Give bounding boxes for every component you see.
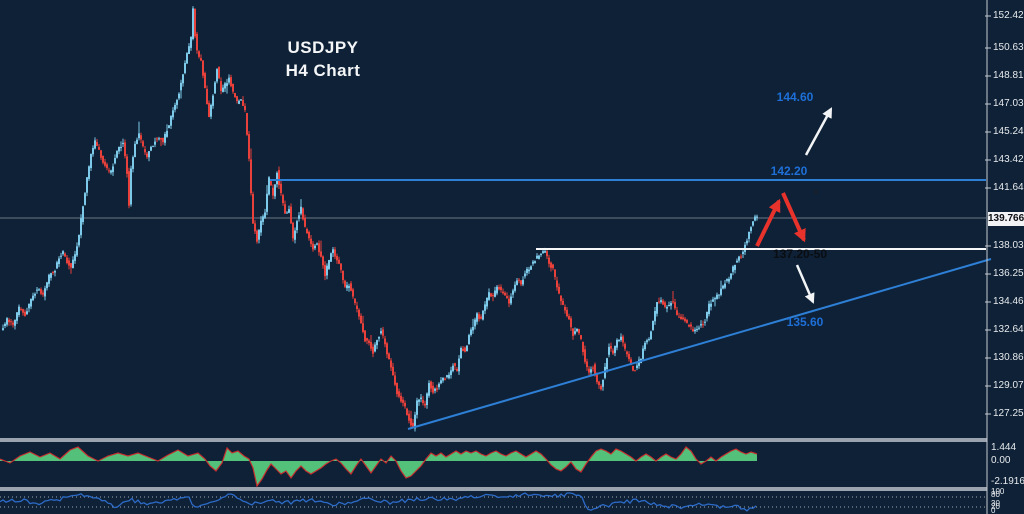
price-tick-label: 141.640 — [993, 182, 1024, 193]
price-tick-label: 127.255 — [993, 408, 1024, 419]
panel-separator-1 — [0, 438, 987, 442]
oscillator-low-label: -2.1916 — [991, 476, 1024, 487]
current-price-badge: 139.766 — [988, 212, 1024, 226]
price-tick-label: 138.035 — [993, 240, 1024, 251]
red-down-arrow[interactable] — [781, 192, 806, 243]
stochastic-panel — [0, 492, 987, 512]
support-zone-label: 137.20-50 — [772, 247, 828, 261]
price-tick-label: 130.860 — [993, 352, 1024, 363]
price-tick-label: 152.420 — [993, 10, 1024, 21]
axis-ticks — [985, 15, 991, 415]
stochastic-level-label: 80 — [991, 490, 1000, 499]
price-tick-label: 143.425 — [993, 154, 1024, 165]
panel-separator-2 — [0, 487, 987, 491]
stochastic-level-label: 0 — [991, 506, 996, 514]
red-up-arrow[interactable] — [755, 198, 781, 247]
price-tick-label: 145.245 — [993, 126, 1024, 137]
price-tick-label: 136.250 — [993, 268, 1024, 279]
stochastic-level-label: 30 — [991, 499, 1000, 508]
chart-timeframe: H4 Chart — [285, 61, 361, 80]
oscillator-zero-label: 0.00 — [991, 455, 1011, 466]
chart-marker-dot — [814, 190, 818, 194]
resistance-level-label: 142.20 — [770, 164, 808, 178]
upside-target-label: 144.60 — [776, 90, 814, 104]
price-tick-label: 129.075 — [993, 380, 1024, 391]
price-tick-label: 132.645 — [993, 324, 1024, 335]
stochastic-level-label: 100 — [991, 487, 1005, 496]
price-tick-label: 134.465 — [993, 296, 1024, 307]
price-tick-label: 147.030 — [993, 98, 1024, 109]
price-tick-label: 148.815 — [993, 70, 1024, 81]
oscillator-high-label: 1.444 — [991, 442, 1017, 453]
white-up-arrow[interactable] — [804, 107, 833, 156]
ascending-trendline[interactable] — [407, 258, 992, 430]
downside-target-label: 135.60 — [786, 315, 824, 329]
price-tick-label: 150.635 — [993, 42, 1024, 53]
chart-symbol: USDJPY — [287, 38, 359, 57]
candles — [2, 6, 758, 432]
oscillator-panel — [0, 446, 758, 488]
chart-title: USDJPY H4 Chart — [268, 36, 378, 82]
white-down-arrow[interactable] — [795, 264, 815, 304]
stochastic-level-label: 20 — [991, 502, 1000, 511]
